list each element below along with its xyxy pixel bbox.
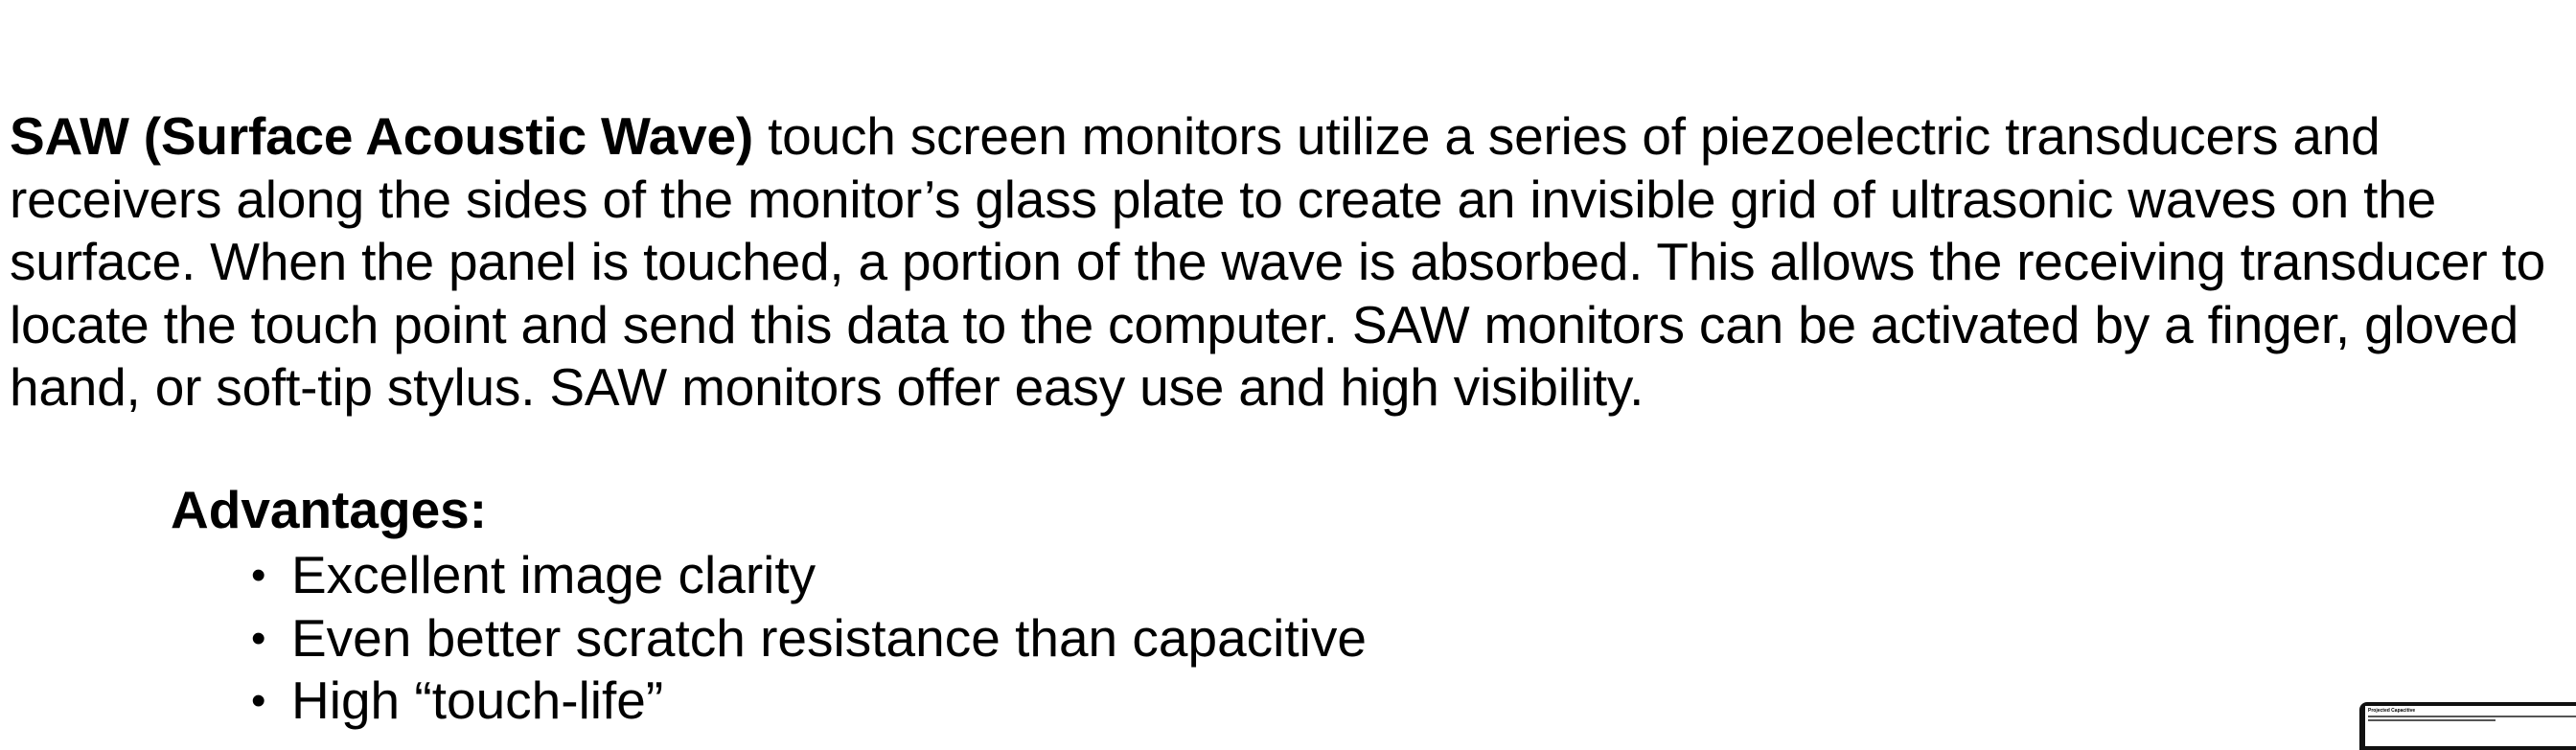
bullet-icon: •: [251, 552, 266, 599]
saw-term: SAW (Surface Acoustic Wave): [10, 106, 753, 166]
thumbnail-text-line: [2368, 716, 2576, 717]
bullet-icon: •: [251, 614, 266, 662]
advantage-text: Even better scratch resistance than capa…: [291, 607, 1367, 668]
advantages-heading: Advantages:: [171, 480, 488, 539]
advantages-list: • Excellent image clarity • Even better …: [251, 544, 1367, 733]
list-item: • High “touch-life”: [251, 670, 1367, 733]
thumbnail-term: Projected Capacitive: [2368, 708, 2416, 714]
page-thumbnail[interactable]: Projected Capacitive: [2359, 702, 2576, 750]
advantage-text: Excellent image clarity: [291, 545, 816, 604]
list-item: • Even better scratch resistance than ca…: [251, 607, 1367, 670]
saw-description-paragraph: SAW (Surface Acoustic Wave) touch screen…: [10, 105, 2568, 420]
thumbnail-text-line: [2368, 719, 2496, 721]
advantage-text: High “touch-life”: [291, 670, 664, 730]
bullet-icon: •: [251, 677, 266, 724]
thumbnail-page-preview: Projected Capacitive: [2365, 706, 2576, 746]
list-item: • Excellent image clarity: [251, 544, 1367, 607]
saw-description-text: touch screen monitors utilize a series o…: [10, 106, 2545, 417]
